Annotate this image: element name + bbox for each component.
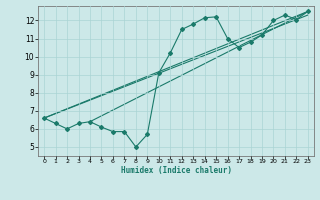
X-axis label: Humidex (Indice chaleur): Humidex (Indice chaleur): [121, 166, 231, 175]
